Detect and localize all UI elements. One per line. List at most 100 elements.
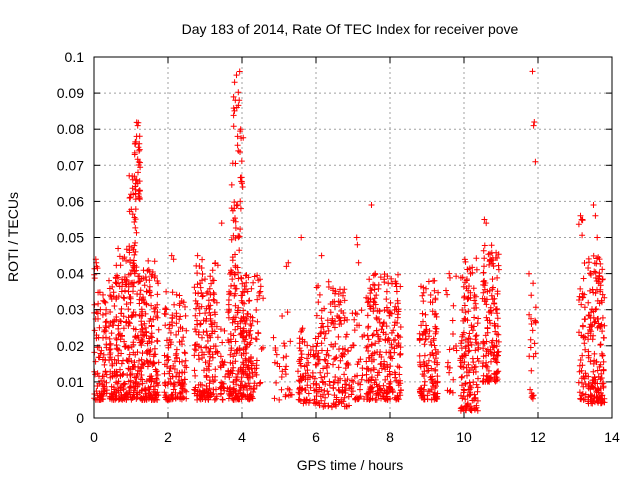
data-point	[232, 285, 239, 292]
data-point	[163, 393, 170, 400]
data-point	[121, 343, 128, 350]
data-point	[488, 339, 495, 346]
data-point	[491, 377, 498, 384]
data-point	[138, 372, 145, 378]
data-point	[178, 389, 185, 396]
data-point	[134, 122, 141, 129]
data-point	[155, 392, 162, 399]
data-point	[426, 333, 432, 340]
data-point	[99, 381, 106, 388]
data-point	[280, 354, 287, 361]
y-tick-label: 0.07	[57, 157, 84, 173]
data-point	[298, 362, 304, 369]
data-point	[424, 396, 431, 403]
data-point	[481, 242, 488, 249]
data-point	[100, 351, 107, 358]
data-point	[449, 317, 456, 324]
data-point	[426, 388, 433, 395]
data-point	[337, 357, 344, 364]
data-point	[126, 320, 133, 327]
data-point	[256, 292, 263, 299]
data-point	[459, 382, 465, 389]
data-point	[397, 392, 404, 399]
data-point	[91, 327, 98, 334]
data-point	[212, 260, 218, 267]
data-point	[462, 381, 469, 387]
data-point	[120, 357, 126, 364]
data-point	[480, 372, 487, 379]
data-point	[597, 260, 604, 267]
data-point	[234, 142, 241, 149]
data-point	[480, 289, 487, 296]
data-point	[590, 384, 597, 391]
data-point	[146, 283, 153, 290]
data-point	[582, 316, 589, 323]
data-point	[143, 288, 150, 295]
data-point	[175, 328, 182, 335]
data-point	[143, 301, 150, 308]
data-point	[242, 382, 248, 389]
data-point	[161, 370, 168, 377]
data-point	[111, 356, 118, 363]
data-point	[176, 316, 183, 323]
data-point	[495, 348, 502, 355]
data-point	[385, 280, 392, 287]
data-point	[599, 328, 606, 335]
data-point	[212, 343, 219, 350]
data-point	[206, 309, 213, 316]
data-point	[199, 334, 205, 341]
data-point	[164, 381, 171, 388]
data-point	[234, 376, 240, 383]
data-point	[458, 405, 465, 412]
data-point	[244, 341, 251, 348]
data-point	[225, 309, 232, 316]
data-point	[118, 288, 125, 295]
data-point	[426, 328, 433, 334]
data-point	[493, 358, 500, 365]
data-point	[590, 368, 597, 375]
data-point	[252, 335, 259, 342]
data-point	[371, 299, 378, 306]
data-point	[236, 247, 243, 254]
data-point	[581, 340, 588, 347]
data-point	[363, 344, 370, 351]
data-point	[218, 379, 225, 386]
data-point	[458, 374, 465, 381]
data-point	[207, 273, 214, 280]
data-point	[358, 307, 365, 314]
data-point	[591, 260, 598, 267]
data-point	[117, 387, 124, 394]
data-point	[358, 376, 365, 383]
data-point	[587, 326, 593, 333]
data-points	[91, 68, 608, 414]
data-point	[95, 300, 102, 307]
data-point	[146, 392, 153, 399]
data-point	[244, 372, 251, 379]
data-point	[149, 375, 156, 382]
data-point	[420, 298, 427, 305]
data-point	[585, 265, 592, 271]
data-point	[425, 357, 432, 364]
data-point	[326, 378, 333, 385]
data-point	[462, 407, 469, 414]
data-point	[377, 274, 384, 281]
data-point	[335, 333, 342, 340]
data-point	[383, 296, 390, 303]
data-point	[93, 263, 100, 270]
data-point	[240, 314, 247, 321]
data-point	[135, 119, 142, 126]
data-point	[416, 352, 423, 359]
data-point	[206, 385, 213, 392]
data-point	[468, 341, 475, 348]
data-point	[590, 360, 597, 367]
data-point	[239, 368, 246, 375]
data-point	[472, 293, 479, 300]
data-point	[481, 263, 487, 270]
data-point	[337, 375, 344, 382]
data-point	[253, 307, 260, 313]
data-point	[169, 315, 176, 322]
data-point	[460, 389, 467, 396]
data-point	[250, 279, 257, 286]
data-point	[592, 290, 599, 297]
data-point	[459, 395, 466, 402]
